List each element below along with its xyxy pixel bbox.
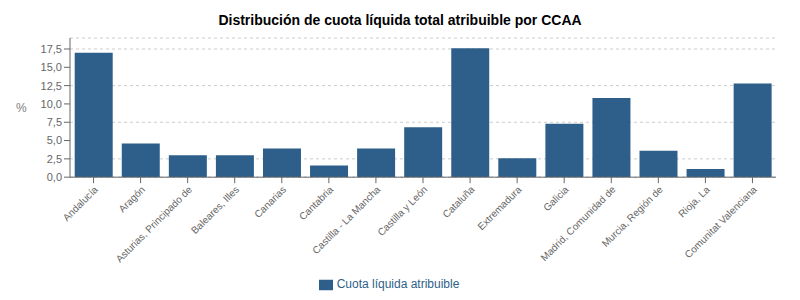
svg-text:2,5: 2,5 xyxy=(47,153,62,165)
svg-text:%: % xyxy=(16,101,27,115)
svg-text:Comunitat Valenciana: Comunitat Valenciana xyxy=(682,184,759,261)
html-text:Cuota líquida atribuible: Cuota líquida atribuible xyxy=(336,277,460,292)
svg-text:Castilla - La Mancha: Castilla - La Mancha xyxy=(310,184,383,257)
svg-text:Rioja, La: Rioja, La xyxy=(676,184,712,220)
html-text:Distribución de cuota líquida: Distribución de cuota líquida total atri… xyxy=(218,12,582,28)
svg-text:Cataluña: Cataluña xyxy=(440,184,476,220)
svg-text:Aragón: Aragón xyxy=(116,184,147,215)
svg-text:5,0: 5,0 xyxy=(47,134,62,146)
svg-text:Cantabria: Cantabria xyxy=(297,184,336,223)
svg-text:Canarias: Canarias xyxy=(252,184,288,220)
svg-text:17,5: 17,5 xyxy=(41,43,62,55)
svg-text:Madrid, Comunidad de: Madrid, Comunidad de xyxy=(538,184,618,264)
svg-text:Asturias, Principado de: Asturias, Principado de xyxy=(114,184,195,265)
svg-text:Baleares, Illes: Baleares, Illes xyxy=(189,184,241,236)
svg-text:Andalucía: Andalucía xyxy=(61,184,101,224)
svg-text:Extremadura: Extremadura xyxy=(475,184,524,233)
svg-text:15,0: 15,0 xyxy=(41,61,62,73)
svg-text:12,5: 12,5 xyxy=(41,80,62,92)
svg-text:Galicia: Galicia xyxy=(541,184,571,214)
svg-text:10,0: 10,0 xyxy=(41,98,62,110)
svg-text:0,0: 0,0 xyxy=(47,171,62,183)
svg-text:Murcia, Región de: Murcia, Región de xyxy=(600,184,665,249)
svg-text:7,5: 7,5 xyxy=(47,116,62,128)
svg-text:Castilla y León: Castilla y León xyxy=(375,184,429,238)
